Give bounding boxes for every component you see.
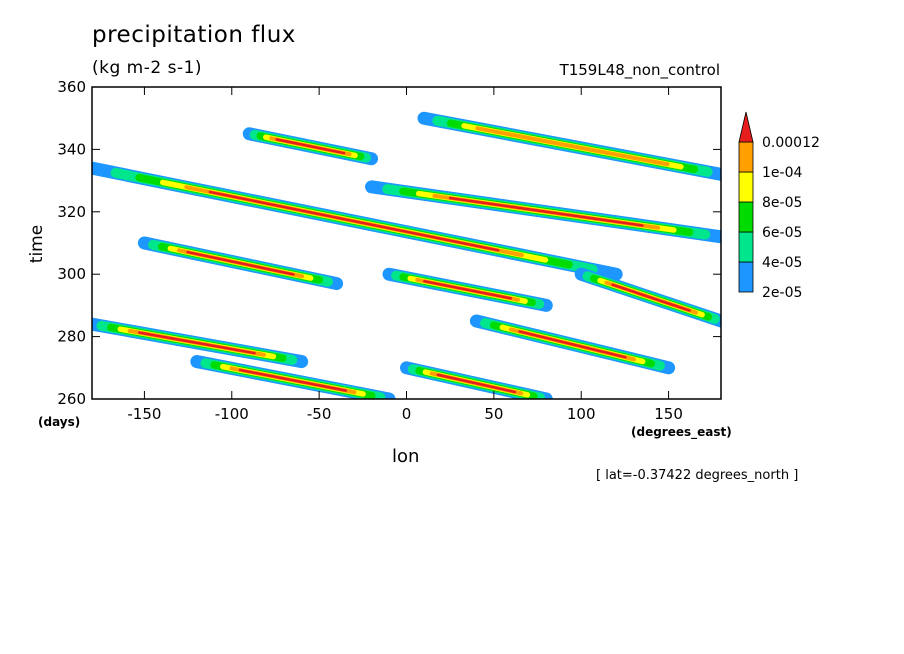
legend-label: 0.00012 bbox=[762, 135, 820, 151]
contour-level-5 bbox=[208, 190, 500, 252]
rain-band-1 bbox=[137, 236, 344, 291]
y-tick-label: 360 bbox=[57, 78, 86, 96]
x-tick-label: 150 bbox=[654, 405, 683, 423]
rain-band-7 bbox=[417, 111, 721, 181]
chart-units: (kg m-2 s-1) bbox=[92, 58, 203, 78]
color-legend: 2e-05 4e-05 6e-05 8e-05 1e-04 0.00012 bbox=[738, 111, 820, 301]
legend-label: 8e-05 bbox=[762, 195, 802, 211]
legend-swatch bbox=[738, 141, 754, 173]
x-tick-label: 0 bbox=[402, 405, 412, 423]
rain-band-6 bbox=[242, 127, 379, 166]
legend-label: 1e-04 bbox=[762, 165, 802, 181]
rain-band-8 bbox=[365, 180, 721, 244]
y-tick-label: 320 bbox=[57, 203, 86, 221]
legend-swatch bbox=[738, 171, 754, 203]
contour-field bbox=[92, 111, 721, 399]
contour-level-5 bbox=[436, 373, 517, 394]
rain-band-2 bbox=[92, 161, 623, 281]
y-axis-unit: (days) bbox=[38, 415, 81, 429]
legend-label: 4e-05 bbox=[762, 255, 802, 271]
rain-band-0 bbox=[92, 317, 309, 369]
contour-level-5 bbox=[186, 250, 295, 276]
legend-label: 2e-05 bbox=[762, 285, 802, 301]
x-tick-label: 50 bbox=[484, 405, 503, 423]
rain-band-10 bbox=[469, 314, 676, 375]
contour-level-5 bbox=[518, 330, 627, 359]
x-tick-label: -100 bbox=[215, 405, 249, 423]
y-tick-label: 300 bbox=[57, 265, 86, 283]
contour-level-5 bbox=[448, 196, 644, 227]
rain-band-4 bbox=[400, 361, 553, 399]
contour-level-5 bbox=[423, 279, 513, 300]
contour-level-4 bbox=[475, 126, 670, 167]
contour-level-5 bbox=[611, 283, 691, 312]
y-axis: 260 280 300 320 340 360 bbox=[57, 78, 721, 408]
rain-band-9 bbox=[574, 267, 721, 328]
legend-label: 6e-05 bbox=[762, 225, 802, 241]
x-axis: -150 -100 -50 0 50 100 150 bbox=[127, 87, 683, 423]
legend-swatch bbox=[738, 201, 754, 233]
x-tick-label: 100 bbox=[567, 405, 596, 423]
chart-title: precipitation flux bbox=[92, 22, 296, 48]
x-tick-label: -50 bbox=[307, 405, 332, 423]
x-axis-label: lon bbox=[392, 446, 420, 467]
contour-level-5 bbox=[238, 368, 348, 392]
x-tick-label: -150 bbox=[127, 405, 161, 423]
contour-level-5 bbox=[137, 331, 256, 355]
x-axis-unit: (degrees_east) bbox=[631, 425, 732, 439]
rain-band-3 bbox=[382, 267, 553, 312]
legend-extend-arrow bbox=[738, 111, 754, 143]
rain-band-5 bbox=[190, 355, 396, 399]
y-tick-label: 260 bbox=[57, 390, 86, 408]
latitude-annotation: [ lat=-0.37422 degrees_north ] bbox=[596, 468, 799, 483]
contour-level-5 bbox=[275, 138, 346, 155]
y-tick-label: 280 bbox=[57, 328, 86, 346]
run-label: T159L48_non_control bbox=[559, 61, 720, 79]
y-tick-label: 340 bbox=[57, 140, 86, 158]
legend-swatch bbox=[738, 231, 754, 263]
legend-swatch bbox=[738, 261, 754, 293]
